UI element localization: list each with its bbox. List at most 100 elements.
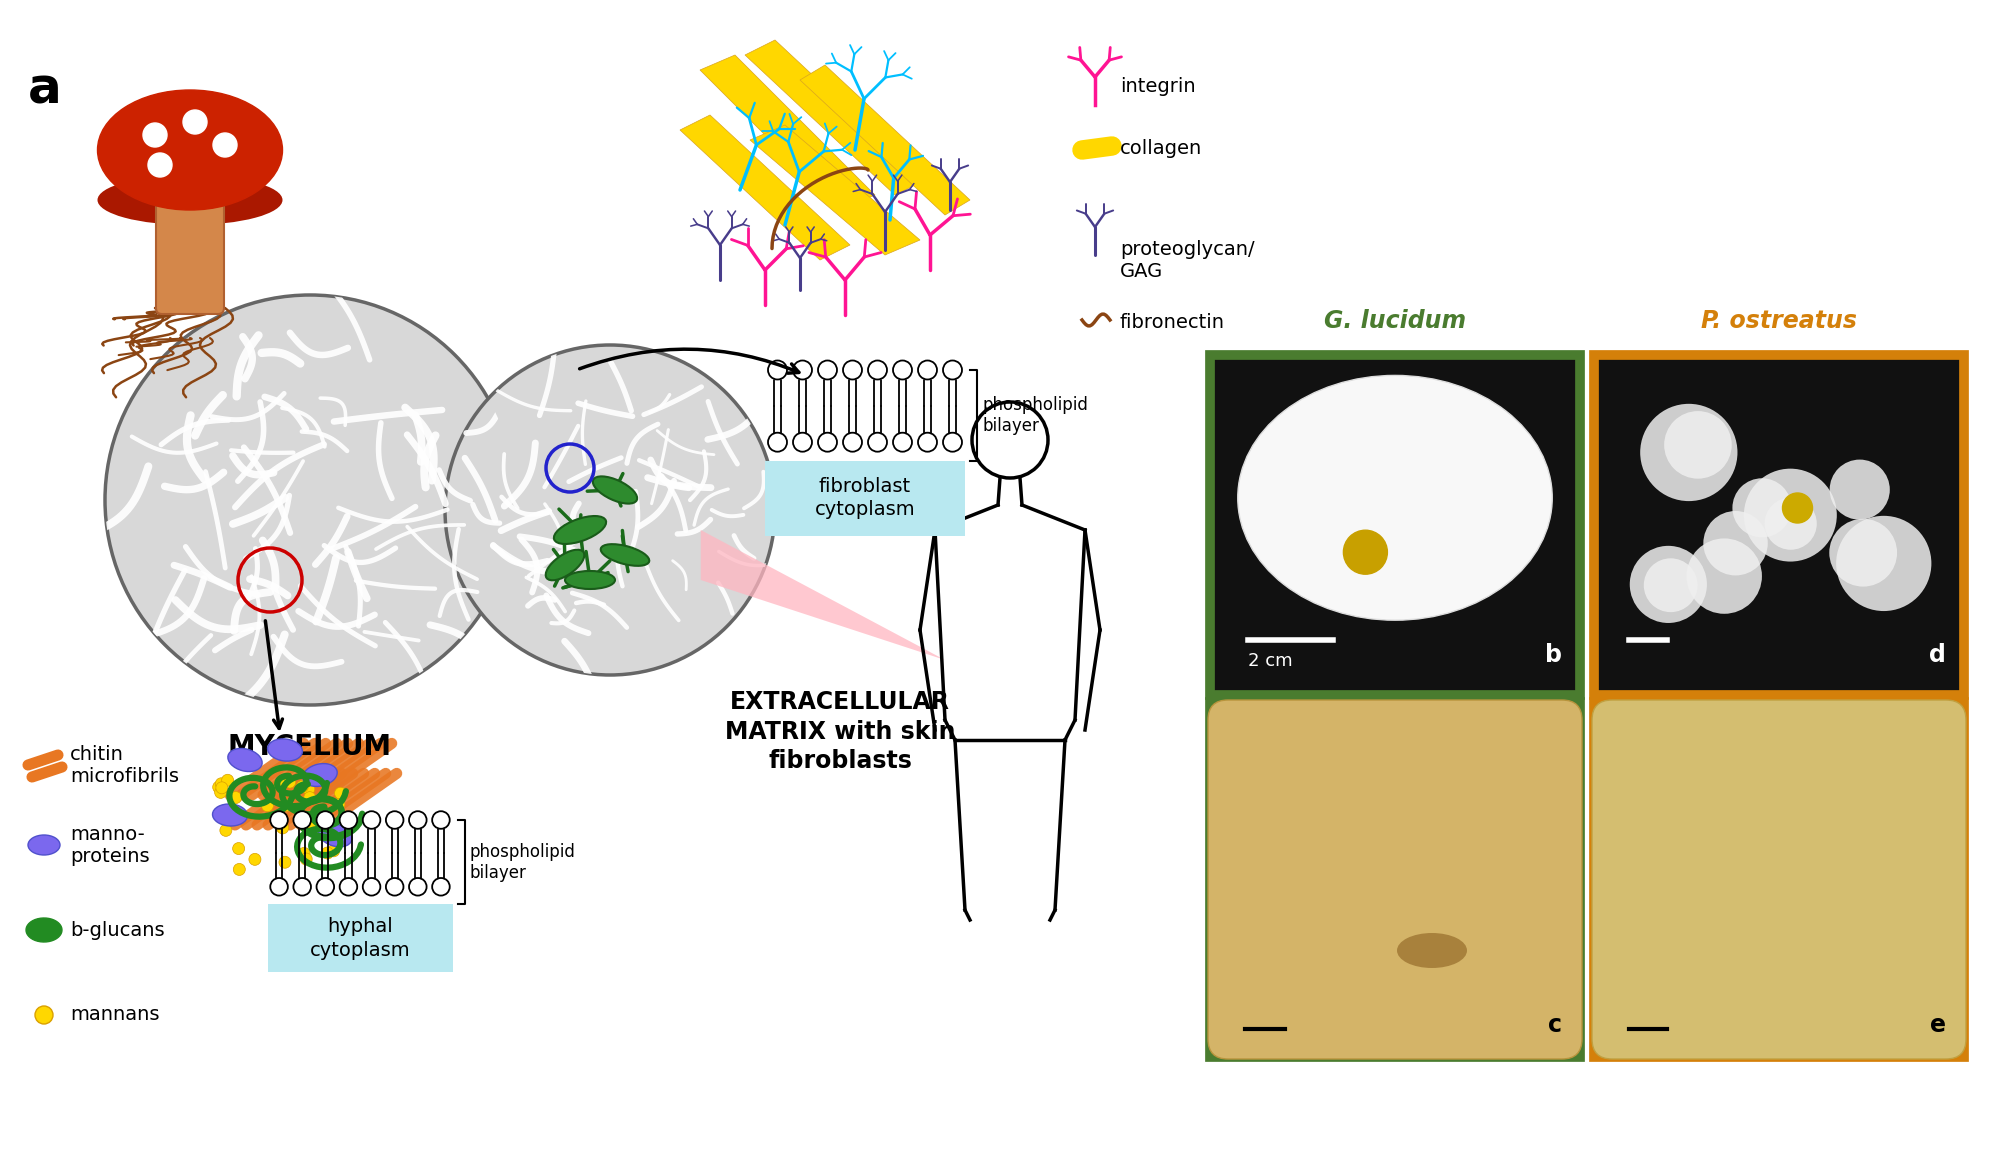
Ellipse shape [303,764,337,786]
Circle shape [277,822,289,834]
Circle shape [843,360,861,380]
Circle shape [321,847,333,859]
FancyBboxPatch shape [1210,355,1580,695]
Circle shape [1764,497,1816,549]
Circle shape [221,774,233,786]
FancyBboxPatch shape [1594,702,1965,1057]
Circle shape [1630,546,1706,623]
FancyBboxPatch shape [157,192,225,314]
Polygon shape [751,125,919,255]
Polygon shape [26,919,62,942]
Text: chitin
microfibrils: chitin microfibrils [70,745,179,787]
Text: d: d [1929,643,1947,667]
Text: a: a [28,65,62,113]
Circle shape [305,818,317,830]
Circle shape [943,433,961,451]
Text: G. lucidum: G. lucidum [1325,309,1465,334]
Text: proteoglycan/
GAG: proteoglycan/ GAG [1120,240,1254,282]
FancyBboxPatch shape [1592,700,1967,1059]
Circle shape [317,878,333,896]
Circle shape [279,856,291,868]
Circle shape [385,811,403,829]
Circle shape [432,811,450,829]
Circle shape [317,811,333,829]
Ellipse shape [213,804,247,826]
Circle shape [385,878,403,896]
Circle shape [843,433,861,451]
Circle shape [261,800,273,811]
Circle shape [1640,404,1738,501]
Circle shape [217,781,229,794]
FancyBboxPatch shape [267,905,452,973]
Text: b-glucans: b-glucans [70,921,165,939]
Circle shape [867,360,887,380]
Circle shape [283,775,295,788]
Circle shape [446,345,775,675]
Circle shape [1836,516,1931,612]
Text: integrin: integrin [1120,77,1196,97]
Text: 2 cm: 2 cm [1248,652,1293,670]
Polygon shape [745,40,925,195]
Circle shape [213,781,225,793]
Text: c: c [1547,1013,1561,1037]
Circle shape [271,878,287,896]
Circle shape [339,811,357,829]
Circle shape [793,433,813,451]
Text: MYCELIUM: MYCELIUM [229,733,391,760]
Ellipse shape [267,739,303,762]
Circle shape [819,433,837,451]
Ellipse shape [600,545,648,565]
Text: collagen: collagen [1120,138,1202,157]
Circle shape [303,792,315,803]
Circle shape [1782,493,1812,523]
Circle shape [769,360,787,380]
Circle shape [221,824,233,837]
Ellipse shape [546,549,584,580]
Circle shape [409,878,427,896]
Circle shape [363,811,381,829]
Ellipse shape [1238,375,1551,620]
FancyBboxPatch shape [1594,355,1965,695]
Circle shape [1644,559,1698,612]
Circle shape [339,878,357,896]
Text: fibronectin: fibronectin [1120,314,1224,332]
Polygon shape [680,115,851,260]
Circle shape [299,816,311,827]
Circle shape [293,878,311,896]
Text: P. ostreatus: P. ostreatus [1702,309,1856,334]
Circle shape [249,853,261,866]
Circle shape [1664,411,1732,479]
Ellipse shape [229,749,263,772]
Circle shape [149,153,173,177]
Circle shape [301,853,313,866]
Text: b: b [1545,643,1561,667]
Circle shape [297,816,309,829]
Circle shape [299,847,311,860]
Circle shape [327,845,339,856]
Text: fibroblast
cytoplasm: fibroblast cytoplasm [815,477,915,519]
Ellipse shape [317,823,351,847]
Ellipse shape [1397,932,1467,968]
Text: hyphal
cytoplasm: hyphal cytoplasm [309,917,409,960]
Text: EXTRACELLULAR
MATRIX with skin
fibroblasts: EXTRACELLULAR MATRIX with skin fibroblas… [725,690,955,773]
FancyBboxPatch shape [1208,700,1582,1059]
Ellipse shape [566,571,614,589]
Ellipse shape [98,175,283,225]
Circle shape [281,800,293,811]
Circle shape [333,799,345,810]
Circle shape [293,811,311,829]
Circle shape [297,780,309,793]
FancyBboxPatch shape [765,462,965,537]
Ellipse shape [98,90,283,210]
Circle shape [1343,530,1387,575]
Text: manno-
proteins: manno- proteins [70,824,151,866]
Circle shape [943,360,961,380]
Polygon shape [801,65,969,215]
Circle shape [104,295,516,705]
Circle shape [301,812,313,825]
Text: e: e [1931,1013,1947,1037]
Ellipse shape [28,835,60,855]
Circle shape [917,360,937,380]
Circle shape [793,360,813,380]
Circle shape [1830,459,1891,519]
